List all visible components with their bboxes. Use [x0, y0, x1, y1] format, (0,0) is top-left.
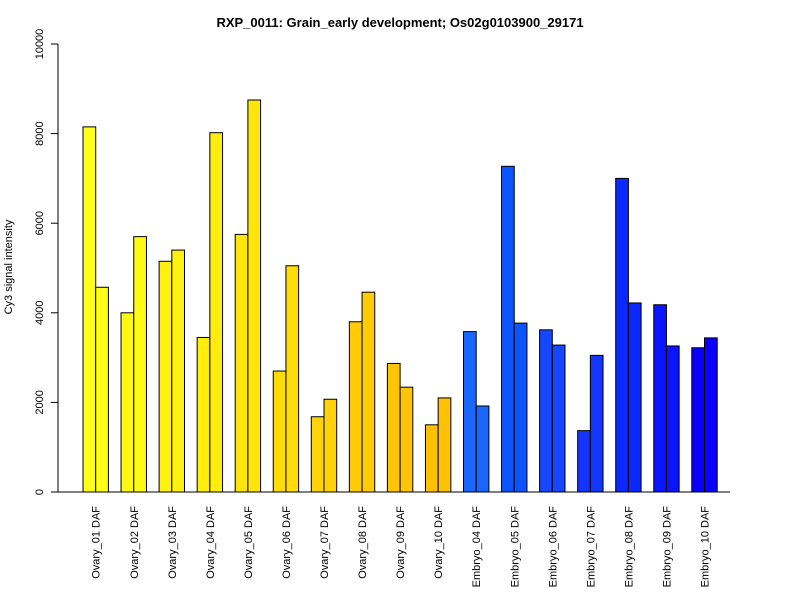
bar [234, 233, 249, 493]
bar [196, 336, 211, 493]
chart-title: RXP_0011: Grain_early development; Os02g… [216, 15, 583, 30]
bar [95, 286, 109, 493]
bar [551, 344, 566, 493]
bar [653, 304, 667, 493]
bar [627, 302, 642, 493]
y-tick-label: 10000 [34, 29, 46, 60]
bar [310, 416, 325, 493]
bar [704, 337, 718, 493]
x-tick-label: Embryo_10 DAF [700, 506, 712, 588]
bar [399, 386, 414, 493]
bar [285, 265, 300, 493]
bar [577, 430, 591, 493]
x-tick-label: Ovary_01 DAF [91, 506, 103, 579]
bar [665, 345, 680, 493]
x-tick-label: Ovary_10 DAF [433, 506, 445, 579]
bar [158, 260, 173, 493]
bar [475, 405, 490, 493]
x-tick-label: Embryo_08 DAF [623, 506, 635, 588]
bar [463, 331, 477, 493]
bar [272, 370, 287, 493]
y-tick-label: 2000 [34, 390, 46, 414]
y-axis: 0 2000 4000 6000 8000 10000 [34, 29, 59, 495]
bar [171, 249, 186, 493]
y-tick-label: 4000 [34, 301, 46, 325]
bar [615, 177, 629, 493]
x-tick-label: Embryo_09 DAF [661, 506, 673, 588]
y-axis-label: Cy3 signal intensity [3, 219, 15, 314]
bar [386, 362, 401, 493]
y-tick-label: 0 [34, 489, 46, 495]
x-tick-label: Ovary_08 DAF [357, 506, 369, 579]
bar [348, 321, 363, 493]
bar [424, 424, 439, 493]
bar [513, 322, 528, 493]
x-tick-label: Ovary_02 DAF [129, 506, 141, 579]
bar [589, 354, 604, 493]
bars-group [82, 99, 718, 493]
x-tick-label: Ovary_05 DAF [243, 506, 255, 579]
x-tick-label: Embryo_06 DAF [547, 506, 559, 588]
bar [501, 165, 515, 493]
bar [361, 291, 376, 493]
x-tick-label: Embryo_05 DAF [509, 506, 521, 588]
bar [82, 126, 97, 493]
x-tick-label: Embryo_07 DAF [585, 506, 597, 588]
x-tick-label: Ovary_09 DAF [395, 506, 407, 579]
x-tick-label: Ovary_07 DAF [319, 506, 331, 579]
y-tick-label: 6000 [34, 211, 46, 235]
y-tick-label: 8000 [34, 121, 46, 145]
bar [120, 312, 135, 493]
x-tick-label: Ovary_04 DAF [205, 506, 217, 579]
bar [539, 329, 553, 493]
bar [209, 132, 224, 493]
bar [323, 398, 338, 493]
x-tick-label: Ovary_06 DAF [281, 506, 293, 579]
x-tick-labels: Ovary_01 DAF Ovary_02 DAF Ovary_03 DAF Ovar… [91, 506, 712, 588]
bar [437, 397, 452, 493]
bar [133, 236, 147, 493]
bar [247, 99, 262, 493]
x-tick-label: Ovary_03 DAF [167, 506, 179, 579]
x-tick-label: Embryo_04 DAF [471, 506, 483, 588]
bar [691, 347, 705, 493]
